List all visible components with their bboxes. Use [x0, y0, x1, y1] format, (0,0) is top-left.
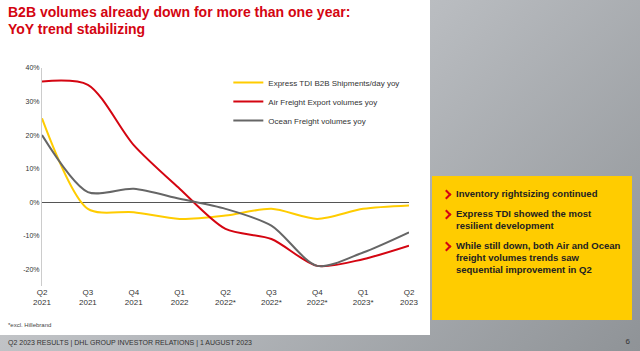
svg-text:Express TDI B2B Shipments/day: Express TDI B2B Shipments/day yoy	[268, 79, 399, 88]
html-text:6: 6	[625, 337, 630, 346]
svg-text:Q42021: Q42021	[125, 288, 143, 307]
svg-text:Q32021: Q32021	[79, 288, 97, 307]
svg-text:30%: 30%	[26, 98, 40, 105]
svg-text:Ocean Freight volumes yoy: Ocean Freight volumes yoy	[268, 117, 365, 126]
html-text:Q2 2023 RESULTS | DHL GROUP IN: Q2 2023 RESULTS | DHL GROUP INVESTOR REL…	[8, 339, 252, 346]
svg-text:-10%: -10%	[23, 232, 39, 239]
svg-text:20%: 20%	[26, 132, 40, 139]
svg-text:40%: 40%	[26, 64, 40, 71]
svg-text:-20%: -20%	[23, 266, 39, 273]
svg-text:Q12022: Q12022	[171, 288, 189, 307]
svg-text:Q32022*: Q32022*	[261, 288, 282, 307]
html-text:*excl. Hillebrand: *excl. Hillebrand	[8, 322, 52, 328]
html-text:Inventory rightsizing continue: Inventory rightsizing continued	[456, 188, 598, 199]
html-text:While still down, both Air and: While still down, both Air and Ocean fre…	[456, 240, 621, 275]
html-text:Express TDI showed the most re: Express TDI showed the most resilient de…	[456, 208, 592, 231]
html-text:B2B volumes already down for m: B2B volumes already down for more than o…	[8, 4, 351, 20]
html-text:YoY trend stabilizing: YoY trend stabilizing	[8, 21, 146, 37]
svg-text:Air Freight Export volumes yoy: Air Freight Export volumes yoy	[268, 98, 377, 107]
svg-text:0%: 0%	[29, 199, 39, 206]
svg-text:Q22023: Q22023	[400, 288, 418, 307]
svg-text:Q22021: Q22021	[33, 288, 51, 307]
svg-text:Q42022*: Q42022*	[307, 288, 328, 307]
svg-text:Q22022*: Q22022*	[215, 288, 236, 307]
svg-text:10%: 10%	[26, 165, 40, 172]
svg-text:Q12023*: Q12023*	[353, 288, 374, 307]
